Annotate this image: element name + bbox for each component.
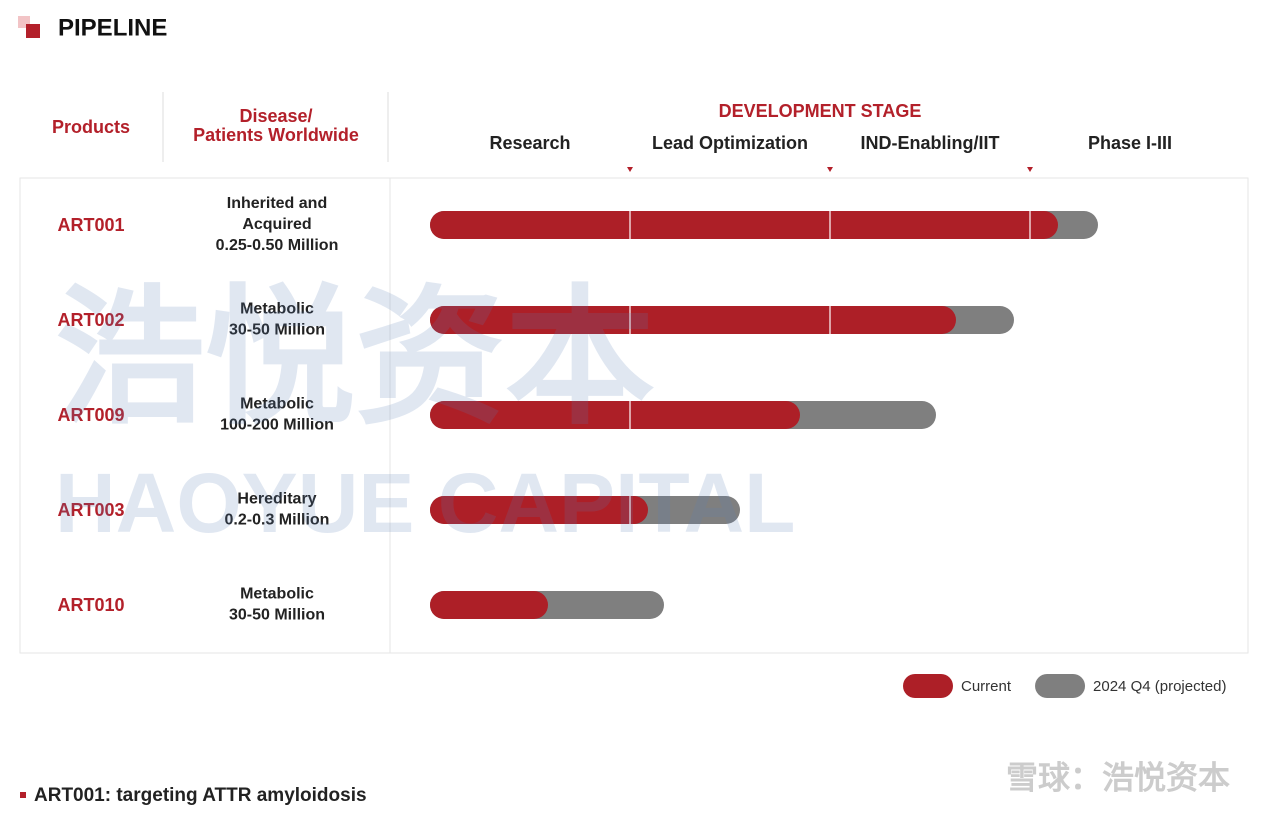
stage-marker: [627, 167, 633, 172]
chart-title: PIPELINE: [58, 14, 167, 41]
stage-label: Research: [489, 133, 570, 153]
table-frame: [19, 177, 1249, 654]
product-label: ART003: [57, 500, 124, 520]
header-stage: DEVELOPMENT STAGE: [719, 101, 922, 121]
current-bar: [430, 496, 648, 524]
stage-marker: [1027, 167, 1033, 172]
product-label: ART009: [57, 405, 124, 425]
product-label: ART002: [57, 310, 124, 330]
disease-label: Metabolic: [240, 301, 314, 318]
disease-label: Metabolic: [240, 396, 314, 413]
title-icon: [26, 24, 40, 38]
disease-label: Hereditary: [237, 491, 316, 508]
disease-label: Acquired: [242, 216, 311, 233]
current-bar: [430, 306, 956, 334]
stage-label: IND-Enabling/IIT: [861, 133, 1000, 153]
legend-swatch: [903, 674, 953, 698]
watermark-text: HAOYUE CAPITAL: [55, 456, 795, 550]
source-mark: 雪球：浩悦资本: [1006, 759, 1230, 795]
legend-label: Current: [961, 678, 1012, 695]
footnote: ART001: targeting ATTR amyloidosis: [34, 785, 367, 806]
bullet: [20, 792, 26, 798]
header-products: Products: [52, 117, 130, 137]
current-bar: [430, 591, 548, 619]
disease-label: Metabolic: [240, 586, 314, 603]
current-bar: [430, 211, 1058, 239]
product-label: ART010: [57, 595, 124, 615]
stage-label: Lead Optimization: [652, 133, 808, 153]
product-label: ART001: [57, 215, 124, 235]
header-disease: Disease/: [239, 106, 312, 126]
legend-swatch: [1035, 674, 1086, 698]
watermark: 浩悦资本 HAOYUE CAPITAL: [55, 274, 795, 551]
disease-label: 0.25-0.50 Million: [216, 237, 339, 254]
stage-label: Phase I-III: [1088, 133, 1172, 153]
stage-marker: [827, 167, 833, 172]
disease-label: 0.2-0.3 Million: [225, 512, 330, 529]
disease-label: 30-50 Million: [229, 607, 325, 624]
header-disease: Patients Worldwide: [193, 125, 359, 145]
current-bar: [430, 401, 800, 429]
disease-label: 100-200 Million: [220, 417, 334, 434]
watermark-text: 浩悦资本: [55, 274, 655, 442]
disease-label: 30-50 Million: [229, 322, 325, 339]
legend-label: 2024 Q4 (projected): [1093, 678, 1226, 695]
disease-label: Inherited and: [227, 195, 327, 212]
